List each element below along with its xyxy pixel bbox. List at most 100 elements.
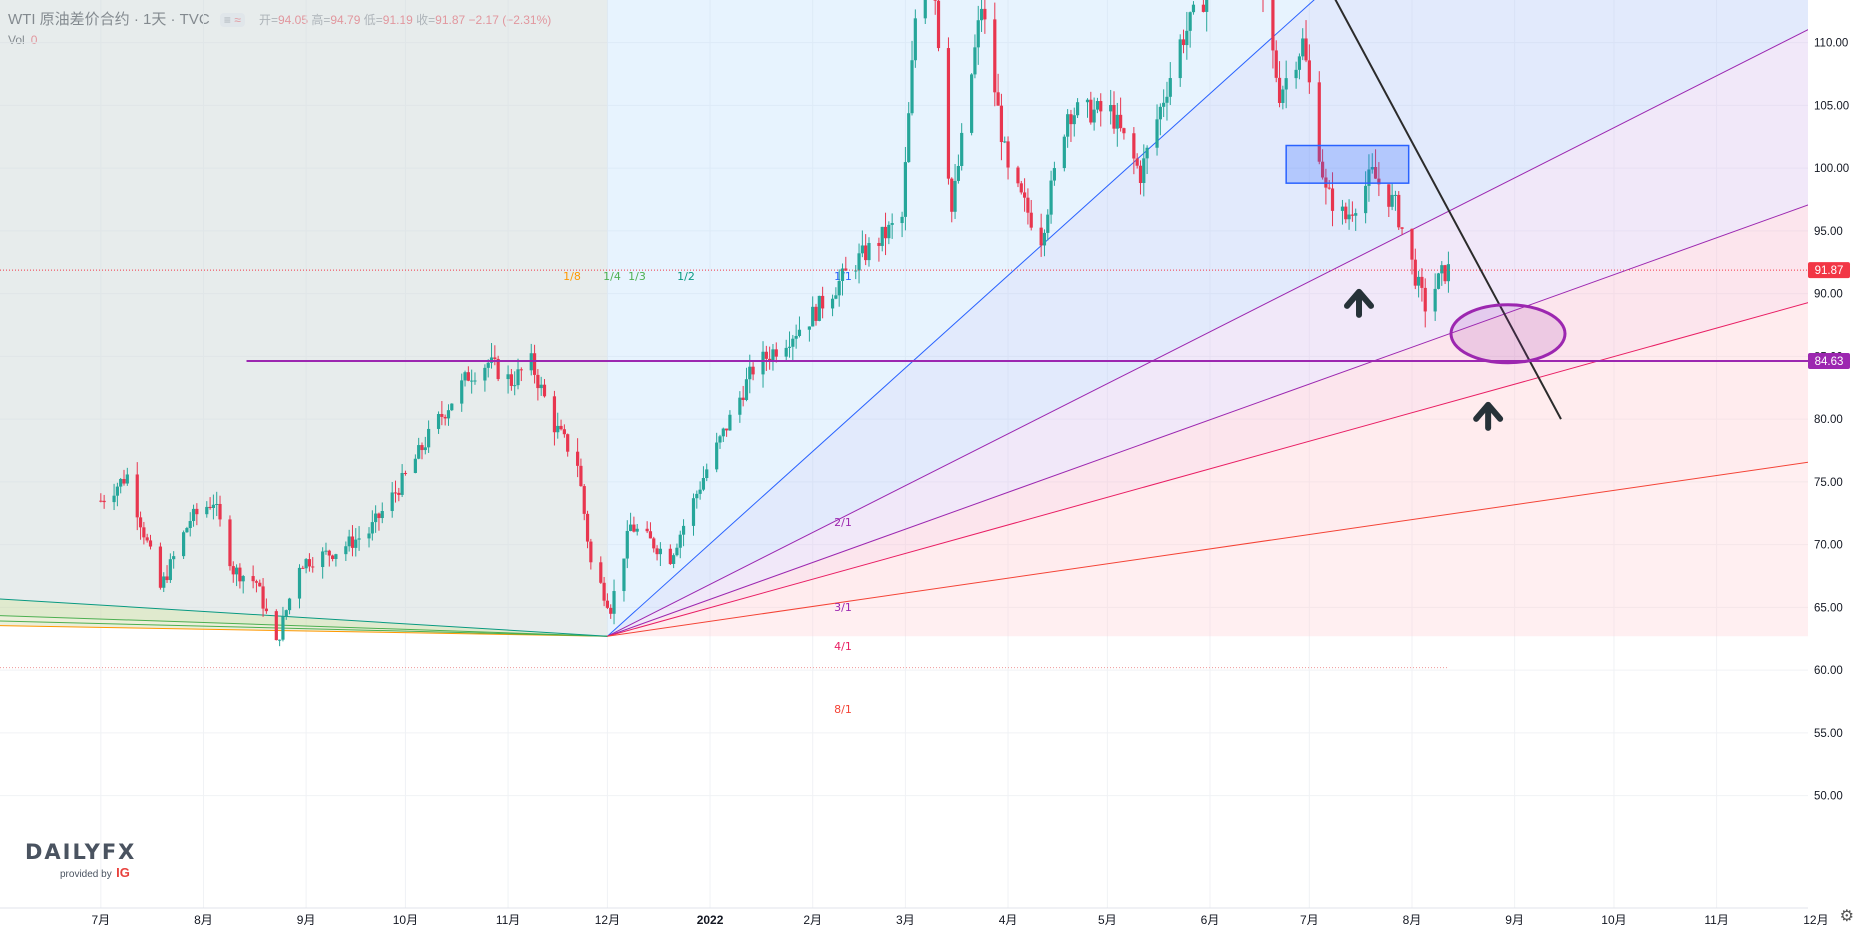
- candle: [211, 494, 216, 520]
- candle: [1029, 199, 1033, 231]
- indicator-badge[interactable]: ≡ ≈: [219, 13, 245, 27]
- candle-body: [112, 495, 116, 503]
- candle: [768, 346, 772, 370]
- candle-body: [470, 380, 474, 382]
- candle-body: [622, 558, 626, 592]
- candle-body: [1277, 77, 1282, 103]
- candle: [367, 527, 371, 548]
- candle-body: [264, 608, 268, 612]
- candle: [854, 265, 858, 280]
- candle-body: [883, 226, 888, 239]
- candle-body: [1370, 167, 1374, 170]
- y-tick-label: 60.00: [1814, 665, 1843, 677]
- candle-body: [1142, 158, 1146, 184]
- candle: [274, 609, 278, 641]
- candle: [970, 73, 974, 136]
- candle-body: [393, 492, 398, 494]
- candle-body: [844, 268, 848, 271]
- candle: [1155, 104, 1159, 156]
- change-value: −2.17 (−2.31%): [468, 13, 552, 27]
- candle: [142, 521, 146, 545]
- candle-body: [1181, 39, 1186, 46]
- candle: [946, 37, 951, 185]
- candle-body: [532, 353, 537, 375]
- candle-body: [923, 0, 927, 19]
- candle: [834, 287, 838, 300]
- candle: [1085, 98, 1090, 118]
- logo-text: DAILYFX: [25, 840, 137, 864]
- candle-body: [496, 358, 500, 380]
- gann-fan-label: 1/2: [677, 270, 695, 283]
- candle-body: [698, 489, 702, 494]
- candle: [542, 379, 547, 398]
- y-tick-label: 70.00: [1814, 540, 1843, 552]
- candle: [579, 458, 583, 487]
- candle: [993, 2, 997, 107]
- candle: [122, 469, 126, 486]
- candle-body: [1112, 104, 1116, 129]
- candle: [1417, 270, 1421, 298]
- dailyfx-logo: DAILYFX provided by IG: [25, 840, 136, 882]
- volume-readout[interactable]: Vol 0: [8, 33, 37, 47]
- candle-body: [208, 506, 212, 509]
- trendline[interactable]: [1210, 0, 1562, 420]
- ellipse-zone[interactable]: [1449, 303, 1567, 365]
- candle: [983, 0, 987, 34]
- candle: [297, 564, 302, 609]
- candle: [182, 530, 186, 560]
- last-price-tag-bg: [1808, 262, 1850, 279]
- candle-body: [125, 474, 129, 484]
- candle-body: [1436, 273, 1441, 289]
- candle-body: [718, 436, 722, 443]
- candle-body: [602, 582, 606, 601]
- candle: [771, 343, 775, 371]
- candle-body: [1297, 56, 1302, 70]
- candle: [956, 154, 960, 184]
- candle-body: [367, 533, 371, 539]
- candle-body: [655, 548, 659, 555]
- symbol-title[interactable]: WTI 原油差价合约 · 1天 · TVC: [8, 11, 210, 28]
- candle: [532, 344, 537, 384]
- candle-body: [787, 346, 792, 348]
- candle-body: [744, 379, 749, 400]
- highlight-box[interactable]: [1285, 144, 1410, 184]
- candle-body: [347, 536, 351, 547]
- gann-fan[interactable]: 1/81/41/31/21/12/13/14/18/1: [0, 0, 1862, 716]
- candle: [1138, 160, 1143, 195]
- candle-body: [645, 528, 649, 532]
- candle: [761, 341, 765, 388]
- candle-body: [1162, 102, 1166, 107]
- candle-body: [377, 513, 381, 519]
- candle-body: [191, 508, 196, 522]
- candle-body: [946, 48, 951, 179]
- candle-body: [261, 586, 265, 609]
- candle: [1446, 251, 1451, 293]
- candle-body: [519, 369, 523, 371]
- candle: [331, 554, 335, 562]
- candle-body: [1138, 165, 1143, 184]
- candle-body: [1016, 167, 1020, 184]
- candle-body: [417, 445, 421, 459]
- candle: [675, 543, 679, 557]
- candle-body: [701, 478, 706, 490]
- candle: [715, 432, 719, 473]
- candle-body: [797, 329, 802, 336]
- candle-body: [536, 374, 540, 389]
- candle: [907, 102, 911, 163]
- candle: [148, 534, 153, 550]
- candle: [840, 263, 845, 296]
- candle: [900, 211, 904, 238]
- candle-body: [1271, 0, 1275, 51]
- x-tick-label: 7月: [1300, 913, 1319, 927]
- candle: [953, 164, 957, 219]
- candle-body: [297, 567, 302, 599]
- gann-fan-zone: [0, 0, 1315, 637]
- gear-icon[interactable]: ⚙: [1839, 908, 1854, 925]
- candlesticks[interactable]: [99, 0, 1451, 647]
- candle-body: [738, 397, 742, 415]
- candle-body: [254, 581, 259, 583]
- candle: [1440, 261, 1444, 286]
- candle-body: [771, 349, 775, 361]
- candle-body: [122, 479, 126, 484]
